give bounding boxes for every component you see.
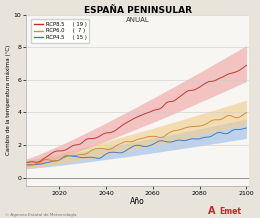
Text: Emet: Emet [220,207,242,216]
Text: © Agencia Estatal de Meteorología: © Agencia Estatal de Meteorología [5,213,77,217]
Text: A: A [208,206,216,216]
X-axis label: Año: Año [130,197,145,206]
Text: ANUAL: ANUAL [126,17,150,23]
Legend: RCP8.5     ( 19 ), RCP6.0     (  7 ), RCP4.5     ( 15 ): RCP8.5 ( 19 ), RCP6.0 ( 7 ), RCP4.5 ( 15… [31,19,89,43]
Y-axis label: Cambio de la temperatura máxima (°C): Cambio de la temperatura máxima (°C) [5,45,11,155]
Title: ESPAÑA PENINSULAR: ESPAÑA PENINSULAR [84,5,192,15]
